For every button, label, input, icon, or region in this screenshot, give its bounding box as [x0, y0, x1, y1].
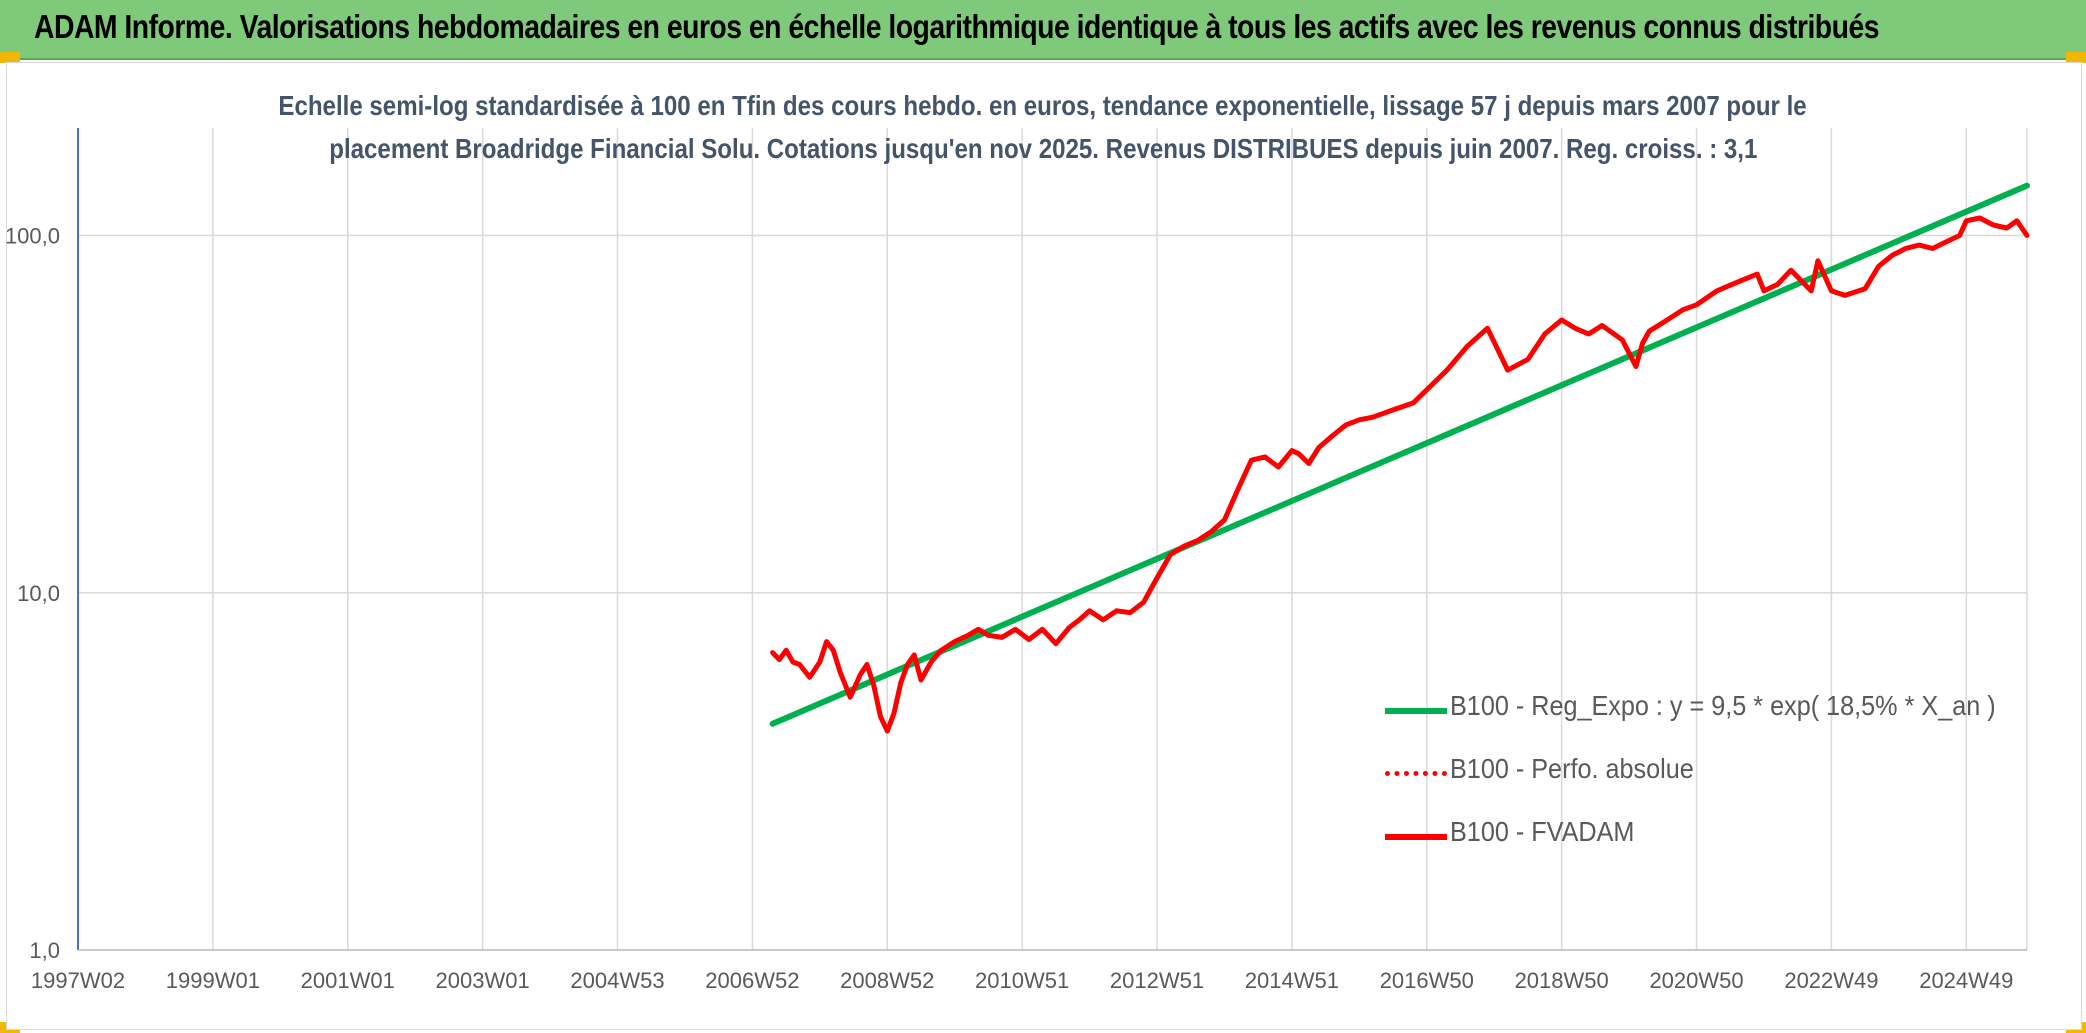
title-banner: ADAM Informe. Valorisations hebdomadaire…	[0, 0, 2086, 60]
legend-swatch-fvadam	[1385, 834, 1447, 840]
legend-label-perfo-absolue: B100 - Perfo. absolue	[1450, 753, 1694, 784]
chart-area	[6, 62, 2082, 1030]
chart-subtitle-line-2: placement Broadridge Financial Solu. Cot…	[328, 133, 1758, 164]
axes	[77, 128, 2027, 951]
x-tick-label: 2008W52	[840, 968, 934, 993]
x-tick-label: 1999W01	[166, 968, 260, 993]
x-tick-label: 2024W49	[1919, 968, 2013, 993]
x-tick-label: 2016W50	[1380, 968, 1474, 993]
report-title: ADAM Informe. Valorisations hebdomadaire…	[34, 8, 1880, 45]
corner-marker-top-right	[2066, 52, 2086, 63]
series	[769, 182, 2030, 734]
legend-label-regression: B100 - Reg_Expo : y = 9,5 * exp( 18,5% *…	[1450, 690, 1996, 721]
legend-swatch-perfo-absolue	[1385, 771, 1447, 776]
x-tick-label: 2010W51	[975, 968, 1069, 993]
x-tick-label: 2003W01	[436, 968, 530, 993]
x-tick-label: 2006W52	[705, 968, 799, 993]
x-tick-label: 2012W51	[1110, 968, 1204, 993]
series-line-regression	[769, 182, 2030, 727]
x-tick-label: 1997W02	[31, 968, 125, 993]
x-tick-label: 2004W53	[570, 968, 664, 993]
x-tick-label: 2001W01	[301, 968, 395, 993]
y-tick-label: 100,0	[5, 224, 60, 249]
legend-entry-regression: B100 - Reg_Expo : y = 9,5 * exp( 18,5% *…	[1385, 690, 2005, 730]
x-tick-label: 2018W50	[1515, 968, 1609, 993]
legend-label-fvadam: B100 - FVADAM	[1450, 816, 1635, 847]
series-line-fvadam	[770, 215, 2030, 734]
corner-marker-top-left	[0, 52, 20, 63]
chart-subtitle-line-1: Echelle semi-log standardisée à 100 en T…	[278, 90, 1808, 121]
y-tick-label: 10,0	[17, 581, 60, 606]
y-tick-label: 1,0	[29, 938, 60, 963]
x-tick-label: 2022W49	[1784, 968, 1878, 993]
tick-labels: 1,0 10,0 100,0 1997W02 1999W01 2001W01 2003W01…	[5, 224, 2013, 993]
legend-entry-fvadam: B100 - FVADAM	[1385, 816, 2005, 856]
legend-swatch-regression	[1385, 708, 1447, 714]
legend-entry-perfo-absolue: B100 - Perfo. absolue	[1385, 753, 2005, 793]
x-tick-label: 2020W50	[1649, 968, 1743, 993]
x-tick-label: 2014W51	[1245, 968, 1339, 993]
